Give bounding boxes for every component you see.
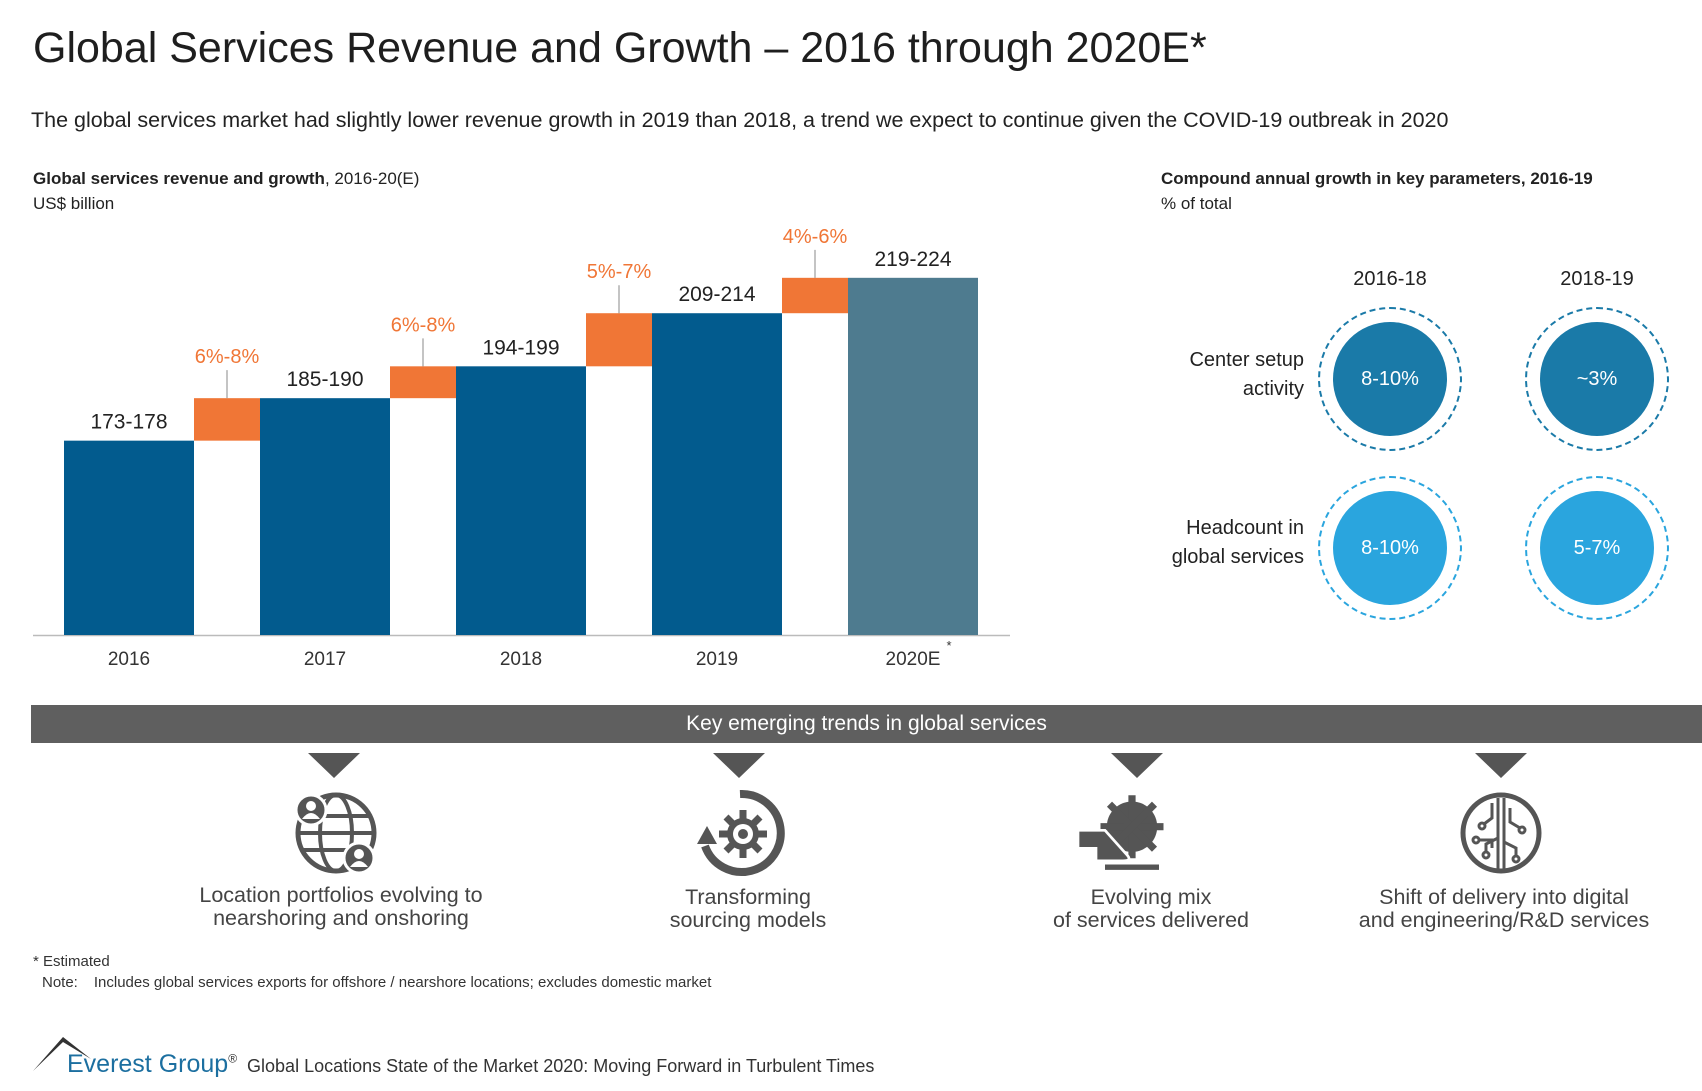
x-tick-label: 2017: [304, 649, 346, 670]
footer: Everest Group® Global Locations State of…: [67, 1050, 874, 1079]
page-title: Global Services Revenue and Growth – 201…: [33, 24, 1207, 72]
trend-line: and engineering/R&D services: [1358, 908, 1650, 932]
registered-mark: ®: [228, 1051, 238, 1066]
cagr-unit: % of total: [1161, 194, 1232, 213]
bar-2016: [64, 440, 194, 635]
trend-label-sourcing: Transforming sourcing models: [558, 886, 938, 932]
bar-2018: [456, 366, 586, 635]
bar-value-label: 194-199: [482, 336, 559, 359]
cagr-circle-headcount-2018-19: 5-7%: [1540, 491, 1654, 605]
hand-gear-icon: [1078, 795, 1164, 870]
bar-2020E: [848, 277, 978, 635]
cagr-column-2016-18: 2016-18: [1353, 268, 1427, 290]
arrow-down-icon: [308, 753, 360, 778]
bar-2019: [652, 313, 782, 635]
gear-cycle-icon: [697, 789, 785, 876]
cagr-ring: [1525, 307, 1669, 451]
report-title: Global Locations State of the Market 202…: [247, 1056, 875, 1076]
cagr-title-text: Compound annual growth in key parameters…: [1161, 169, 1593, 188]
growth-label: 6%-8%: [391, 314, 456, 336]
chart-title: Global services revenue and growth, 2016…: [33, 169, 419, 189]
chart-title-rest: , 2016-20(E): [324, 169, 420, 188]
arrow-down-icon: [1475, 753, 1527, 778]
circuit-icon: [1460, 792, 1542, 874]
page-subtitle: The global services market had slightly …: [31, 108, 1449, 132]
bar-value-label: 173-178: [90, 411, 167, 434]
trends-banner: Key emerging trends in global services: [31, 705, 1702, 743]
growth-label: 5%-7%: [587, 261, 652, 283]
arrow-down-icon: [713, 753, 765, 778]
growth-label: 6%-8%: [195, 346, 260, 368]
growth-block: [586, 313, 652, 367]
cagr-circle-headcount-2016-18: 8-10%: [1333, 491, 1447, 605]
growth-block: [194, 398, 260, 441]
cagr-circle-center-2016-18: 8-10%: [1333, 322, 1447, 436]
cagr-row-label-headcount: Headcount in global services: [1104, 514, 1304, 572]
cagr-ring: [1318, 476, 1462, 620]
everest-logo: Everest Group®: [67, 1050, 237, 1079]
growth-block: [782, 277, 848, 314]
trend-label-digital: Shift of delivery into digital and engine…: [1314, 886, 1694, 932]
trend-line: sourcing models: [669, 908, 827, 932]
footnote-note-text: Includes global services exports for off…: [93, 974, 712, 991]
x-tick-label: 2016: [108, 649, 150, 670]
trend-line: Transforming: [685, 885, 811, 909]
trend-label-mix: Evolving mix of services delivered: [961, 886, 1341, 932]
trend-line: Location portfolios evolving to: [199, 883, 483, 907]
globe-people-icon: [294, 792, 377, 875]
trend-line: of services delivered: [1053, 908, 1249, 932]
cagr-circle-center-2018-19: ~3%: [1540, 322, 1654, 436]
row-label-line: activity: [1242, 378, 1304, 400]
cagr-title: Compound annual growth in key parameters…: [1161, 169, 1593, 189]
x-tick-label: 2020E: [886, 649, 941, 670]
footnote-note-label: Note:: [42, 974, 78, 991]
bar-value-label: 219-224: [874, 248, 951, 271]
logo-text: Everest Group: [67, 1050, 229, 1078]
trend-line: Evolving mix: [1090, 885, 1212, 909]
growth-label: 4%-6%: [783, 226, 848, 248]
estimate-mark: *: [946, 638, 951, 653]
arrow-down-icon: [1111, 753, 1163, 778]
row-label-line: global services: [1171, 546, 1304, 568]
footnote-note: Note: Includes global services exports f…: [42, 974, 711, 991]
chart-title-bold: Global services revenue and growth: [33, 169, 325, 188]
bar-value-label: 209-214: [678, 283, 755, 306]
trend-line: Shift of delivery into digital: [1379, 885, 1629, 909]
growth-block: [390, 366, 456, 399]
row-label-line: Center setup: [1189, 349, 1304, 371]
cagr-column-2018-19: 2018-19: [1560, 268, 1634, 290]
cagr-ring: [1525, 476, 1669, 620]
x-tick-label: 2018: [500, 649, 542, 670]
bar-2017: [260, 398, 390, 635]
x-tick-label: 2019: [696, 649, 738, 670]
cagr-row-label-center-setup: Center setup activity: [1104, 346, 1304, 404]
footnote-estimated: * Estimated: [33, 953, 110, 970]
cagr-ring: [1318, 307, 1462, 451]
revenue-bar-chart: 173-178 2016 6%-8% 185-190 2017 6%-8% 194-199 2…: [33, 226, 1010, 670]
trend-line: nearshoring and onshoring: [213, 906, 469, 930]
trend-label-location: Location portfolios evolving to nearshori…: [151, 884, 531, 930]
chart-unit: US$ billion: [33, 194, 115, 213]
row-label-line: Headcount in: [1186, 517, 1304, 539]
bar-value-label: 185-190: [286, 368, 363, 391]
